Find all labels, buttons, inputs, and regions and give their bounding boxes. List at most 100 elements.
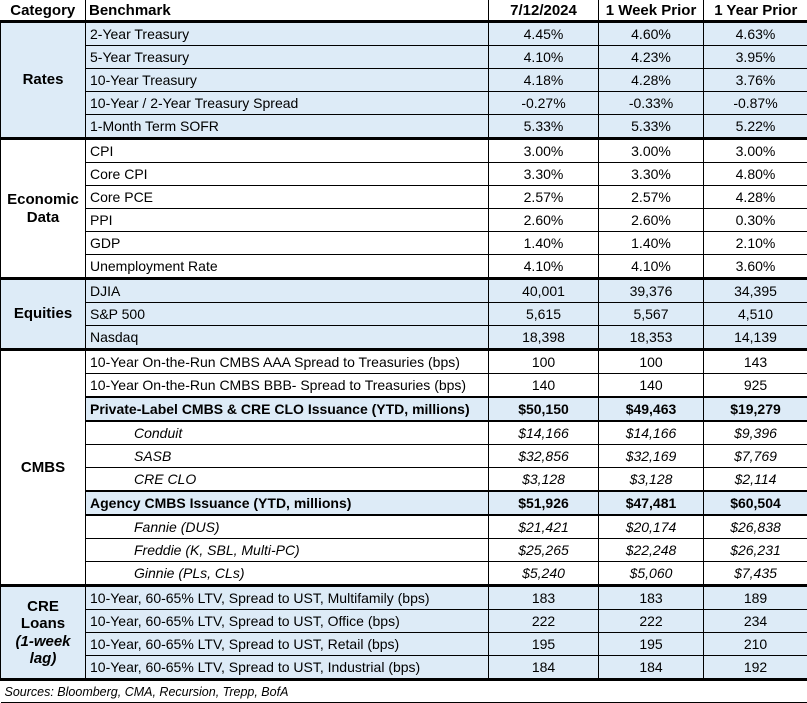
value-cell: 195 [489,633,599,656]
value-cell: 189 [704,586,807,610]
value-cell: 100 [489,350,599,374]
value-cell: $20,174 [599,515,704,539]
value-cell: 3.00% [704,139,807,163]
category-label: Rates [4,71,82,88]
sources-note: Sources: Bloomberg, CMA, Recursion, Trep… [1,680,807,703]
value-cell: 4.28% [599,69,704,92]
value-cell: 925 [704,374,807,398]
header-date: 7/12/2024 [489,0,599,22]
value-cell: 4.80% [704,163,807,186]
value-cell: 5.22% [704,115,807,139]
value-cell: $49,463 [599,397,704,421]
value-cell: 183 [489,586,599,610]
table-row: Fannie (DUS)$21,421$20,174$26,838 [1,515,807,539]
table-row: 10-Year, 60-65% LTV, Spread to UST, Reta… [1,633,807,656]
category-label: CRE Loans [4,598,82,633]
value-cell: $32,169 [599,445,704,468]
benchmark-label: 10-Year Treasury [86,69,489,92]
benchmark-label: 10-Year, 60-65% LTV, Spread to UST, Indu… [86,656,489,680]
value-cell: 4.18% [489,69,599,92]
value-cell: 34,395 [704,279,807,303]
table-row: Agency CMBS Issuance (YTD, millions)$51,… [1,491,807,515]
value-cell: $50,150 [489,397,599,421]
category-cell-economic-data: Economic Data [1,139,86,279]
table-row: Ginnie (PLs, CLs)$5,240$5,060$7,435 [1,562,807,586]
value-cell: 222 [599,610,704,633]
value-cell: 0.30% [704,209,807,232]
category-cell-cmbs: CMBS [1,350,86,586]
value-cell: 3.95% [704,46,807,69]
value-cell: $14,166 [599,421,704,445]
value-cell: 4.10% [489,255,599,279]
value-cell: 18,353 [599,326,704,350]
benchmark-label: PPI [86,209,489,232]
value-cell: 184 [599,656,704,680]
value-cell: 4,510 [704,303,807,326]
value-cell: 14,139 [704,326,807,350]
value-cell: $26,838 [704,515,807,539]
value-cell: 3.00% [489,139,599,163]
value-cell: $3,128 [599,468,704,492]
table-row: 10-Year / 2-Year Treasury Spread-0.27%-0… [1,92,807,115]
table-row: Private-Label CMBS & CRE CLO Issuance (Y… [1,397,807,421]
value-cell: $26,231 [704,539,807,562]
value-cell: 2.10% [704,232,807,255]
value-cell: 143 [704,350,807,374]
value-cell: 39,376 [599,279,704,303]
header-year-prior: 1 Year Prior [704,0,807,22]
value-cell: $25,265 [489,539,599,562]
benchmark-label: S&P 500 [86,303,489,326]
benchmark-label: 2-Year Treasury [86,22,489,46]
benchmark-label: 1-Month Term SOFR [86,115,489,139]
value-cell: 4.23% [599,46,704,69]
value-cell: 140 [599,374,704,398]
value-cell: 1.40% [599,232,704,255]
value-cell: 4.60% [599,22,704,46]
benchmark-label: Core PCE [86,186,489,209]
value-cell: 3.00% [599,139,704,163]
benchmark-label: 10-Year, 60-65% LTV, Spread to UST, Mult… [86,586,489,610]
value-cell: 222 [489,610,599,633]
header-week-prior: 1 Week Prior [599,0,704,22]
value-cell: 5,615 [489,303,599,326]
header-benchmark: Benchmark [86,0,489,22]
benchmark-label: 10-Year On-the-Run CMBS BBB- Spread to T… [86,374,489,398]
value-cell: 3.60% [704,255,807,279]
benchmark-label: Private-Label CMBS & CRE CLO Issuance (Y… [86,397,489,421]
value-cell: 2.60% [489,209,599,232]
value-cell: 4.10% [489,46,599,69]
value-cell: -0.27% [489,92,599,115]
table-row: SASB$32,856$32,169$7,769 [1,445,807,468]
value-cell: 3.76% [704,69,807,92]
value-cell: 140 [489,374,599,398]
benchmark-label: Agency CMBS Issuance (YTD, millions) [86,491,489,515]
benchmark-label: 5-Year Treasury [86,46,489,69]
value-cell: $32,856 [489,445,599,468]
value-cell: 195 [599,633,704,656]
value-cell: 4.45% [489,22,599,46]
category-cell-cre-loans: CRE Loans(1-week lag) [1,586,86,680]
value-cell: 40,001 [489,279,599,303]
benchmark-label: GDP [86,232,489,255]
value-cell: $60,504 [704,491,807,515]
category-cell-equities: Equities [1,279,86,350]
value-cell: -0.87% [704,92,807,115]
table-row: 10-Year, 60-65% LTV, Spread to UST, Offi… [1,610,807,633]
header-row: Category Benchmark 7/12/2024 1 Week Prio… [1,0,807,22]
category-label: CMBS [4,459,82,476]
table-row: Conduit$14,166$14,166$9,396 [1,421,807,445]
value-cell: 3.30% [489,163,599,186]
category-note: (1-week lag) [4,633,82,668]
table-row: Freddie (K, SBL, Multi-PC)$25,265$22,248… [1,539,807,562]
value-cell: $19,279 [704,397,807,421]
value-cell: 1.40% [489,232,599,255]
value-cell: 192 [704,656,807,680]
value-cell: $2,114 [704,468,807,492]
benchmark-label: 10-Year, 60-65% LTV, Spread to UST, Reta… [86,633,489,656]
